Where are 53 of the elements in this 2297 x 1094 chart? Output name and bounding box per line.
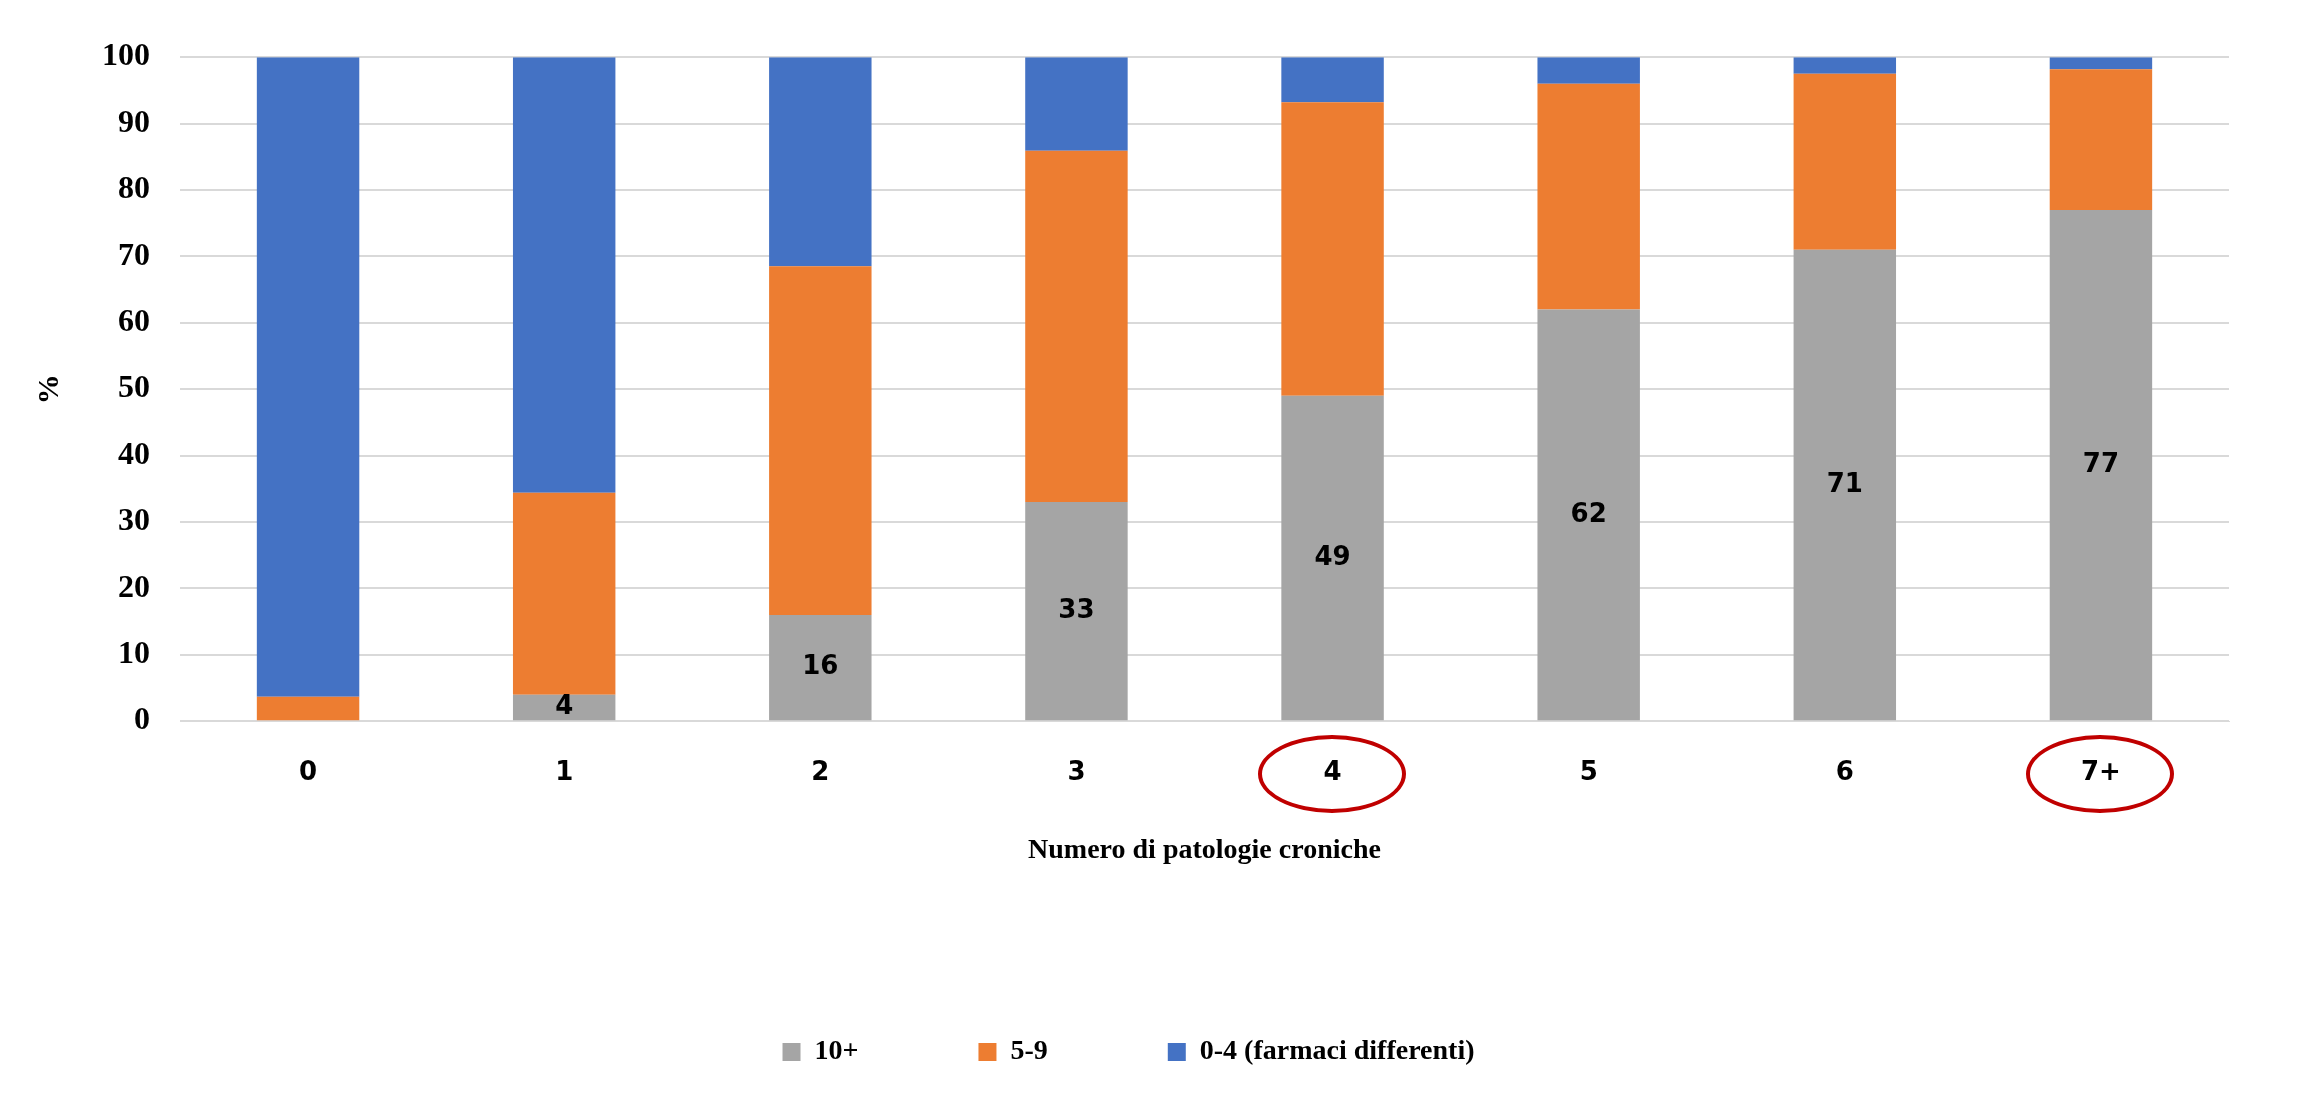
x-axis-title: Numero di patologie croniche [1028, 833, 1381, 865]
bar [512, 57, 616, 493]
data-label: 4 [555, 690, 574, 721]
y-axis-title: % [30, 374, 64, 405]
data-label: 16 [802, 650, 839, 681]
bar [256, 696, 360, 721]
y-tick-label: 80 [118, 169, 150, 206]
data-label: 77 [2082, 447, 2120, 478]
bar [2049, 57, 2153, 70]
data-label: 71 [1826, 467, 1863, 498]
bar [769, 57, 872, 267]
legend-label: 0-4 (farmaci differenti) [1199, 1034, 1475, 1066]
bar [1281, 57, 1384, 103]
y-tick-label: 50 [118, 368, 150, 405]
bar [1537, 309, 1640, 721]
bar [1025, 502, 1128, 721]
legend-label: 5-9 [1010, 1034, 1048, 1066]
y-tick-label: 0 [134, 700, 150, 737]
bar [1793, 73, 1897, 250]
y-tick-label: 20 [118, 567, 150, 604]
y-tick-label: 70 [118, 235, 150, 272]
bar [1281, 395, 1384, 721]
bar [769, 614, 872, 721]
x-tick-label: 6 [1835, 755, 1854, 786]
data-label: 49 [1314, 540, 1351, 571]
bar [769, 266, 872, 615]
bar [2049, 69, 2153, 210]
data-label: 33 [1058, 593, 1095, 624]
x-tick-label: 0 [299, 755, 318, 786]
bar [1793, 57, 1897, 74]
legend-label: 10+ [814, 1034, 859, 1066]
y-tick-label: 10 [118, 634, 150, 671]
x-tick-label: 3 [1067, 755, 1086, 786]
bar [1537, 57, 1640, 84]
bar [1025, 57, 1128, 151]
y-tick-label: 90 [118, 102, 150, 139]
y-tick-label: 100 [102, 36, 150, 73]
bar [1025, 150, 1128, 503]
y-tick-label: 40 [118, 434, 150, 471]
x-tick-label: 2 [811, 755, 830, 786]
bar [512, 492, 616, 695]
bar [1537, 83, 1640, 310]
x-tick-label: 4 [1323, 755, 1342, 786]
x-tick-label: 1 [555, 755, 574, 786]
bar [1793, 249, 1897, 721]
bar [2049, 209, 2153, 721]
data-label: 62 [1570, 497, 1607, 528]
y-tick-label: 30 [118, 501, 150, 538]
bar [1281, 102, 1384, 396]
x-tick-label: 5 [1579, 755, 1598, 786]
bar [256, 57, 360, 697]
x-tick-label: 7+ [2080, 755, 2121, 786]
y-tick-label: 60 [118, 302, 150, 339]
